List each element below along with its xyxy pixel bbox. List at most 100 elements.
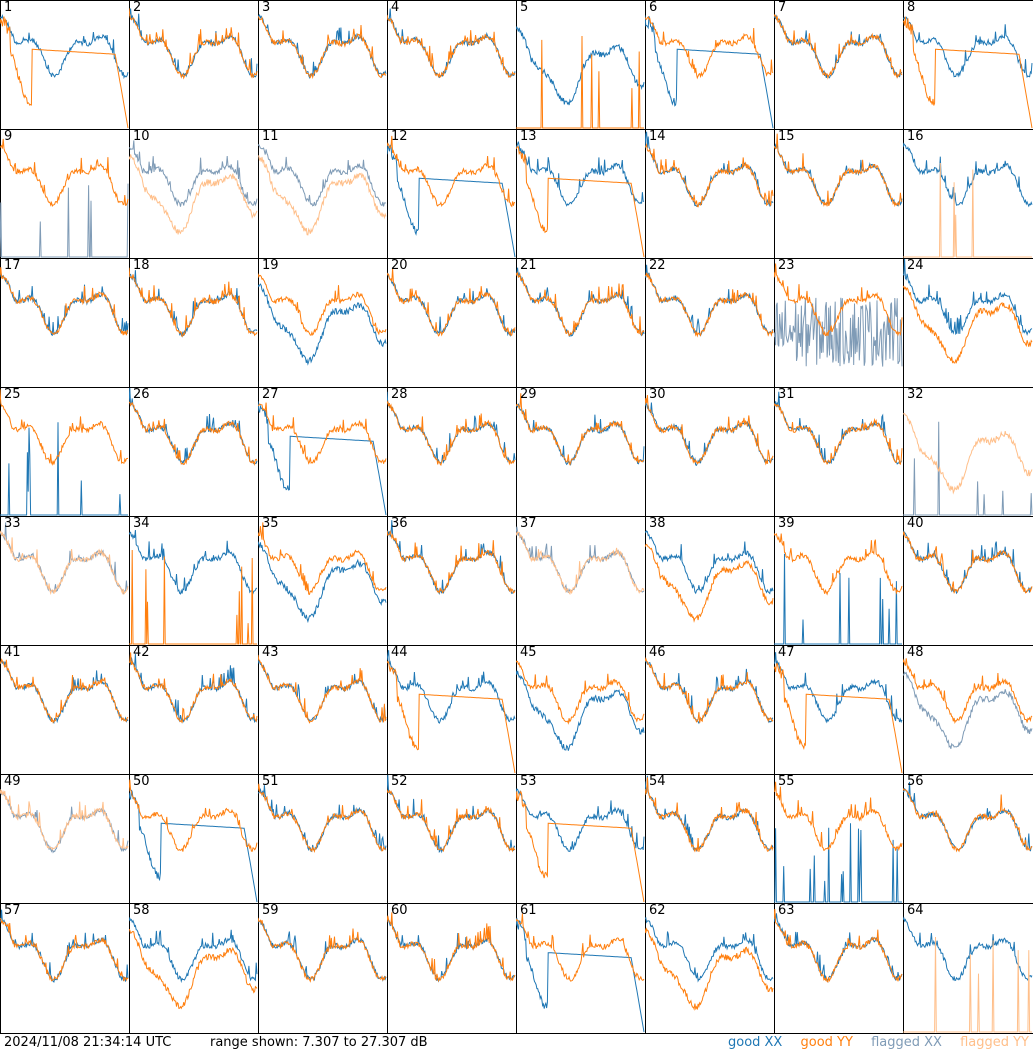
panel-label: 24 <box>907 258 924 273</box>
xx-series-line <box>903 142 1033 208</box>
panel-label: 5 <box>520 0 529 15</box>
antenna-panel: 33 <box>0 516 130 646</box>
antenna-panel: 49 <box>0 774 130 904</box>
panel-label: 39 <box>778 516 795 531</box>
antenna-panel: 55 <box>774 774 904 904</box>
panel-label: 22 <box>649 258 666 273</box>
yy-series-line <box>774 662 903 774</box>
spectrum-plot <box>645 530 774 623</box>
antenna-panel: 24 <box>903 258 1033 388</box>
antenna-panel: 3 <box>258 0 388 130</box>
xx-series-line <box>516 917 645 1033</box>
panel-label: 9 <box>4 129 13 144</box>
xx-series-line <box>129 270 258 338</box>
antenna-panel: 12 <box>387 129 517 259</box>
antenna-panel: 2 <box>129 0 259 130</box>
spectrum-plot <box>516 526 645 596</box>
xx-series-line <box>903 671 1033 749</box>
yy-series-line <box>903 788 1033 853</box>
spectrum-plot <box>387 912 516 983</box>
yy-series-line <box>645 16 774 80</box>
spectrum-plot <box>774 133 903 208</box>
spectrum-plot <box>129 779 258 903</box>
antenna-panel: 38 <box>645 516 775 646</box>
yy-series-line <box>258 522 387 596</box>
yy-series-line <box>645 394 774 466</box>
antenna-panel: 28 <box>387 387 517 517</box>
spectrum-plot <box>645 656 774 725</box>
spectrum-plot <box>903 142 1033 258</box>
panel-label: 33 <box>4 516 21 531</box>
yy-series-line <box>387 400 516 467</box>
yy-series-line <box>774 14 903 80</box>
xx-series-line <box>516 788 645 852</box>
panel-label: 46 <box>649 645 666 660</box>
panel-label: 23 <box>778 258 795 273</box>
panel-label: 51 <box>262 774 279 789</box>
timestamp: 2024/11/08 21:34:14 UTC <box>4 1035 172 1050</box>
xx-series-line <box>774 14 903 79</box>
panel-label: 64 <box>907 903 924 918</box>
spectrum-plot <box>516 913 645 1033</box>
antenna-panel: 51 <box>258 774 388 904</box>
antenna-panel: 7 <box>774 0 904 130</box>
antenna-panel: 47 <box>774 645 904 775</box>
xx-series-line <box>129 916 258 984</box>
antenna-panel: 27 <box>258 387 388 517</box>
antenna-panel: 36 <box>387 516 517 646</box>
antenna-panel: 35 <box>258 516 388 646</box>
antenna-panel: 54 <box>645 774 775 904</box>
yy-series-line <box>903 936 1032 1033</box>
spectrum-plot <box>258 401 387 516</box>
antenna-panel: 20 <box>387 258 517 388</box>
xx-series-line <box>387 144 516 258</box>
panel-label: 28 <box>391 387 408 402</box>
panel-label: 12 <box>391 129 408 144</box>
xx-series-line <box>129 529 258 595</box>
panel-label: 61 <box>520 903 537 918</box>
spectrum-plot <box>387 391 516 467</box>
xx-series-line <box>774 652 903 724</box>
spectrum-plot <box>516 267 645 338</box>
yy-series-line <box>516 393 645 466</box>
panel-label: 52 <box>391 774 408 789</box>
antenna-panel: 52 <box>387 774 517 904</box>
antenna-panel: 8 <box>903 0 1033 130</box>
antenna-panel: 17 <box>0 258 130 388</box>
spectrum-plot <box>129 267 258 338</box>
panel-label: 55 <box>778 774 795 789</box>
panel-label: 58 <box>133 903 150 918</box>
yy-series-line <box>903 285 1033 364</box>
spectrum-plot <box>903 16 1033 129</box>
spectrum-plot <box>258 654 387 724</box>
spectrum-plot <box>645 264 774 338</box>
panel-label: 36 <box>391 516 408 531</box>
spectrum-plot <box>258 783 387 853</box>
antenna-panel: 19 <box>258 258 388 388</box>
yy-series-line <box>645 777 774 853</box>
panel-label: 17 <box>4 258 21 273</box>
xx-series-line <box>0 183 129 258</box>
spectrum-plot <box>645 775 774 853</box>
yy-series-line <box>516 146 645 258</box>
spectrum-plot <box>774 781 903 903</box>
spectrum-plot <box>129 8 258 80</box>
panel-label: 42 <box>133 645 150 660</box>
spectrum-plot <box>387 774 516 854</box>
antenna-panel: 44 <box>387 645 517 775</box>
yy-series-line <box>129 401 258 467</box>
footer-bar: 2024/11/08 21:34:14 UTC range shown: 7.3… <box>0 1033 1033 1053</box>
yy-series-line <box>516 790 645 903</box>
spectrum-plot <box>774 391 903 466</box>
yy-series-line <box>258 273 387 336</box>
panel-label: 15 <box>778 129 795 144</box>
antenna-panel: 58 <box>129 903 259 1034</box>
antenna-panel: 32 <box>903 387 1033 517</box>
yy-series-line <box>129 928 258 1010</box>
spectrum-plot <box>387 135 516 258</box>
legend-good-xx: good XX <box>727 1035 783 1050</box>
xx-series-line <box>774 297 903 367</box>
legend-good-yy: good YY <box>800 1035 853 1050</box>
spectrum-plot <box>0 138 129 258</box>
